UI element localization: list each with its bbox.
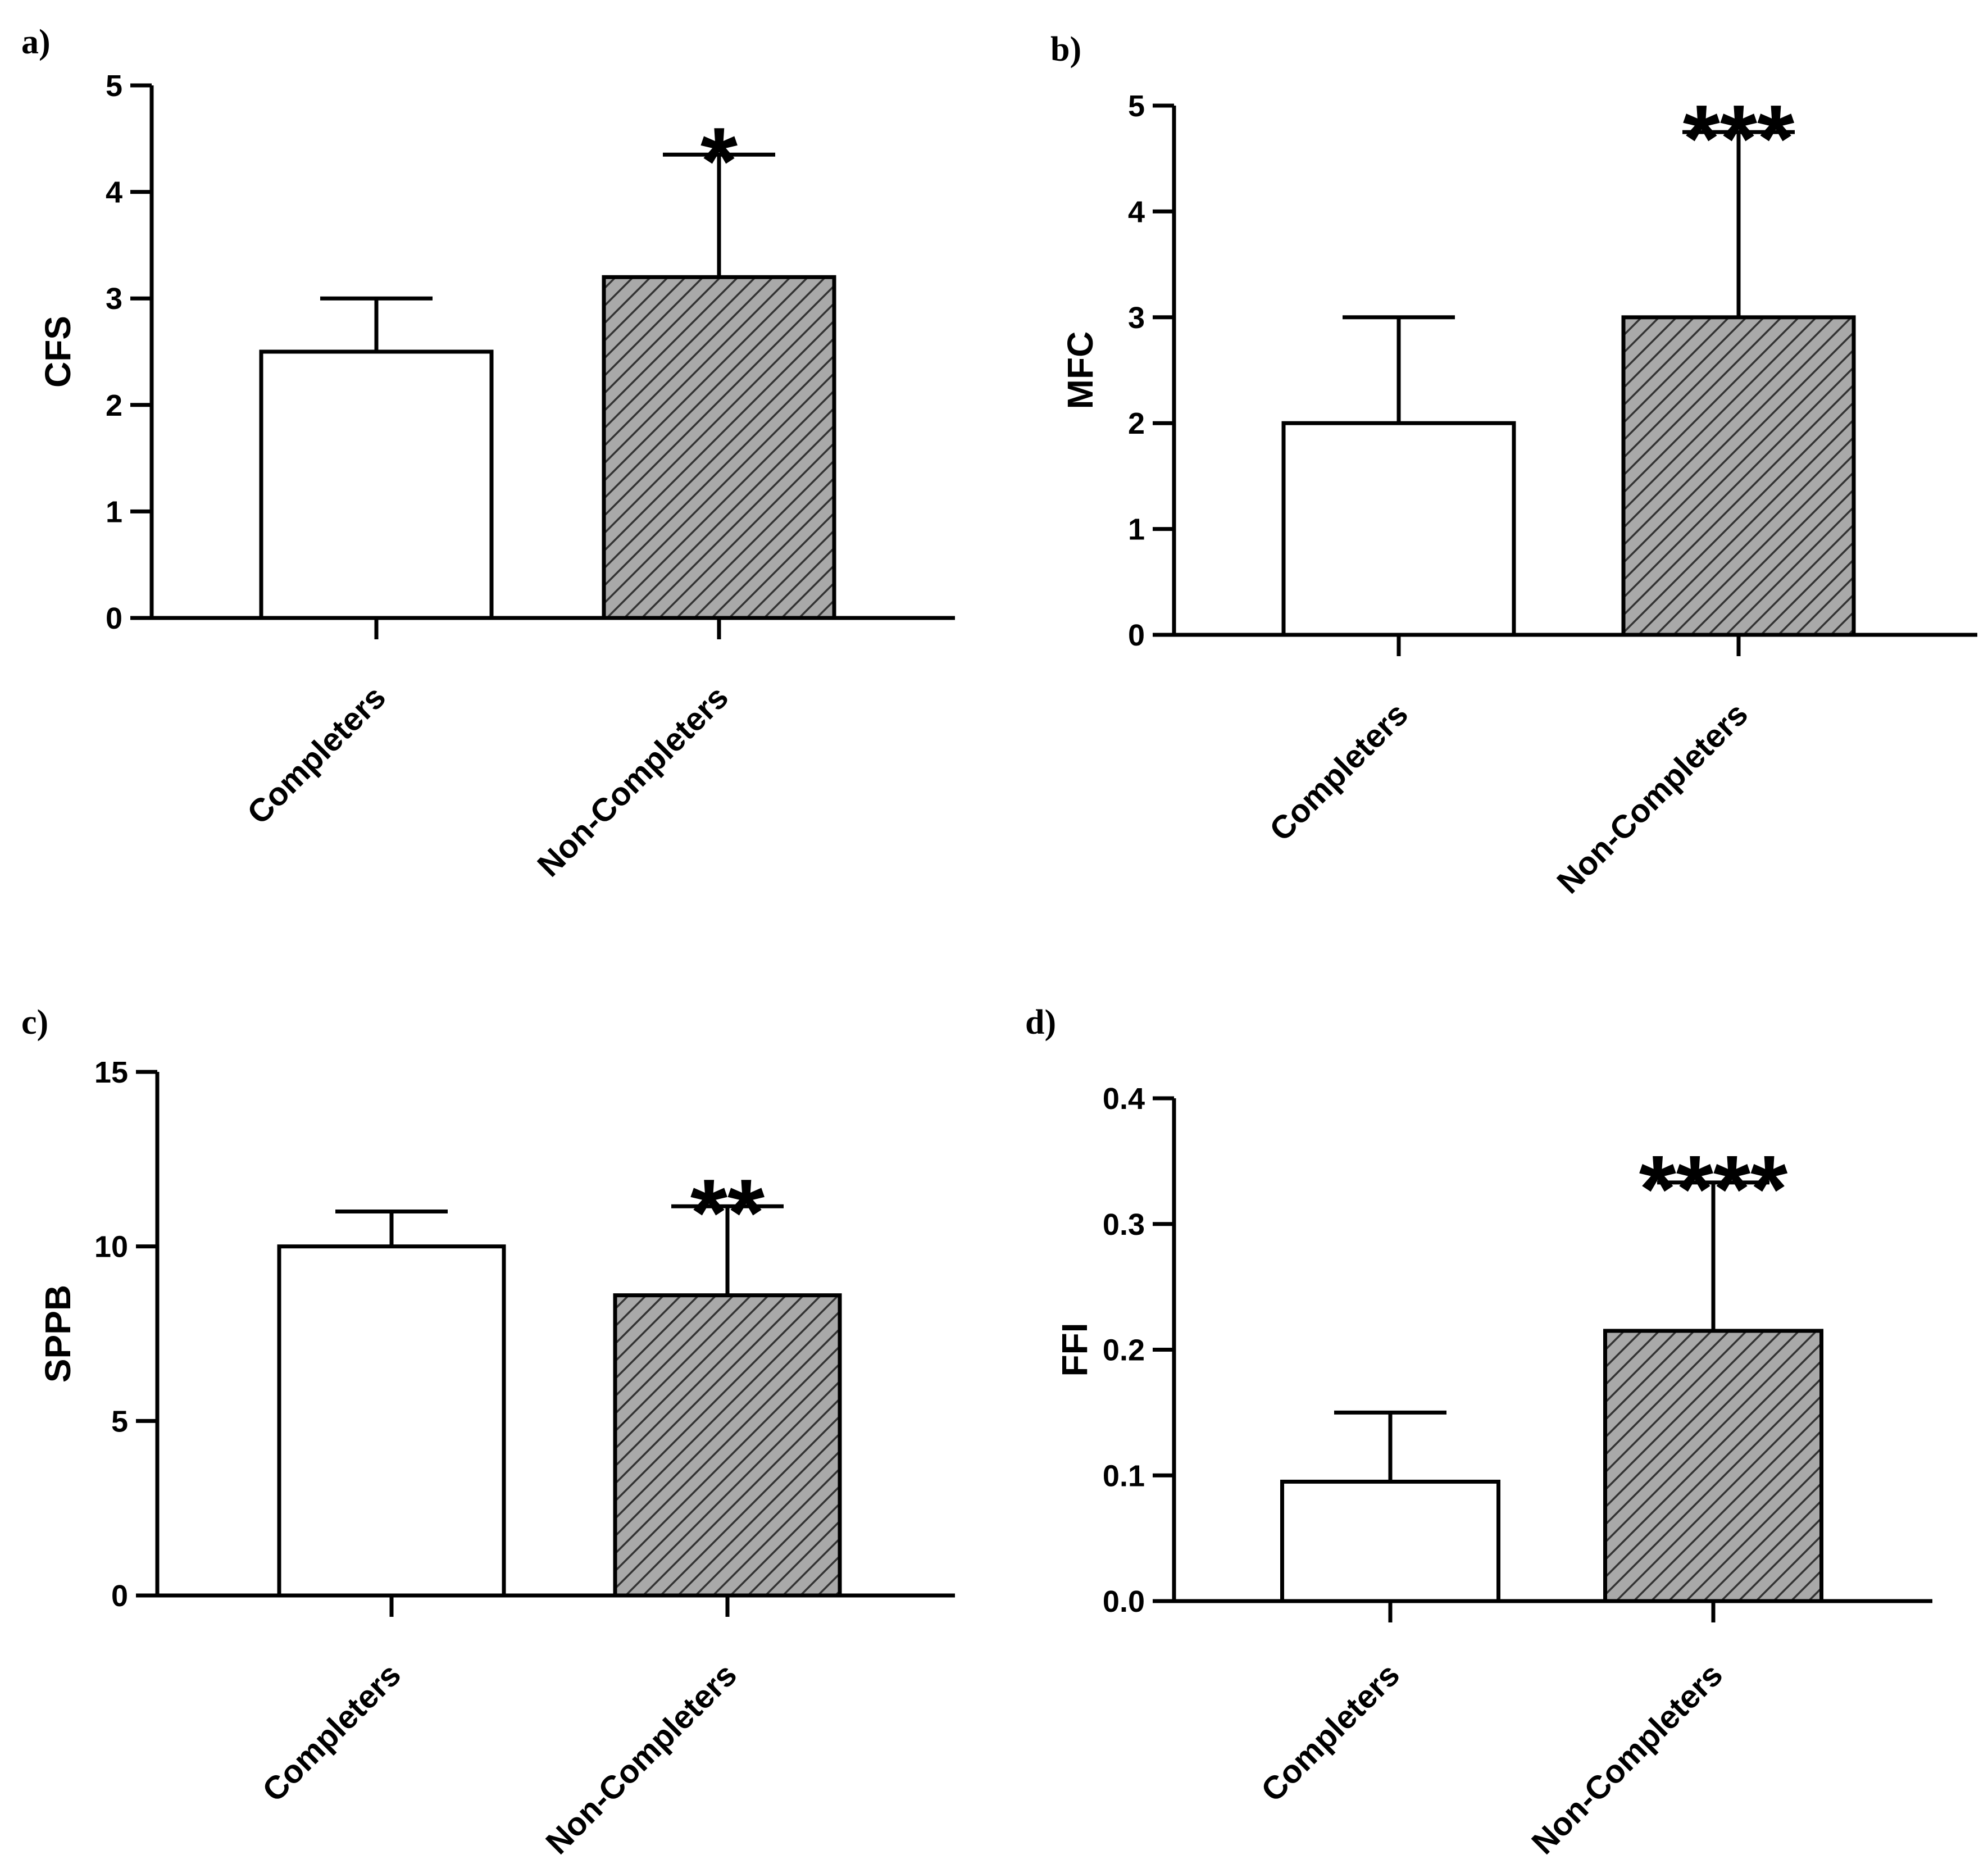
panel-label: b) [1050,30,1081,69]
category-label: Completers [256,1656,408,1809]
panel-a: a) 0 1 2 3 4 5 CFS Completers Non-Completers * [21,23,955,884]
y-axis-title: SPPB [38,1285,78,1383]
significance-marker: **** [1639,1136,1788,1243]
category-label: Completers [1254,1656,1407,1809]
bar-non-completers [1621,315,1856,637]
bar-completers [1280,1479,1500,1603]
category-label: Completers [240,679,393,831]
y-tick-label: 3 [106,282,122,316]
category-label: Non-Completers [530,679,735,884]
y-tick-label: 0.4 [1103,1082,1145,1116]
y-tick-label: 1 [106,495,122,529]
y-tick-label: 0 [106,602,122,635]
bar-non-completers [1603,1329,1823,1603]
y-tick-label: 0 [111,1579,128,1613]
panel-label: d) [1025,1003,1056,1042]
bar-non-completers [602,275,836,620]
y-tick-label: 1 [1128,513,1145,547]
significance-marker: ** [690,1160,765,1266]
panel-b: b) 0 1 2 3 4 5 MFC Completers Non-Completers *** [1050,30,1977,901]
y-axis-title: MFC [1060,331,1100,410]
y-tick-label: 0 [1128,619,1145,652]
category-label: Non-Completers [1550,695,1755,901]
y-tick-label: 5 [111,1404,128,1438]
panel-label: a) [21,23,51,61]
category-label: Completers [1263,695,1416,848]
y-axis-title: FFI [1054,1323,1095,1377]
panel-label: c) [21,1003,48,1042]
y-tick-label: 5 [1128,89,1145,123]
significance-marker: *** [1683,85,1794,192]
category-label: Non-Completers [1525,1656,1730,1861]
y-tick-label: 4 [1128,195,1145,229]
category-label: Non-Completers [539,1656,744,1861]
panel-c: c) 0 5 10 15 SPPB Completers Non-Completers ** [21,1003,955,1861]
significance-marker: * [700,108,738,215]
y-tick-label: 2 [1128,407,1145,440]
panel-d: d) 0.0 0.1 0.2 0.3 0.4 FFI Completers Non-Comple… [1025,1003,1932,1861]
bar-non-completers [613,1293,842,1598]
bar-completers [1281,421,1516,637]
y-tick-label: 0.2 [1103,1334,1145,1367]
bar-completers [277,1244,506,1598]
y-tick-label: 3 [1128,301,1145,335]
y-tick-label: 5 [106,69,122,103]
bar-completers [259,349,494,620]
y-tick-label: 0.0 [1103,1585,1145,1619]
y-tick-label: 0.1 [1103,1459,1145,1493]
y-tick-label: 15 [94,1056,128,1089]
y-tick-label: 0.3 [1103,1208,1145,1242]
y-axis-title: CFS [38,316,78,388]
y-tick-label: 4 [106,176,122,210]
y-tick-label: 2 [106,389,122,422]
y-tick-label: 10 [94,1230,128,1264]
